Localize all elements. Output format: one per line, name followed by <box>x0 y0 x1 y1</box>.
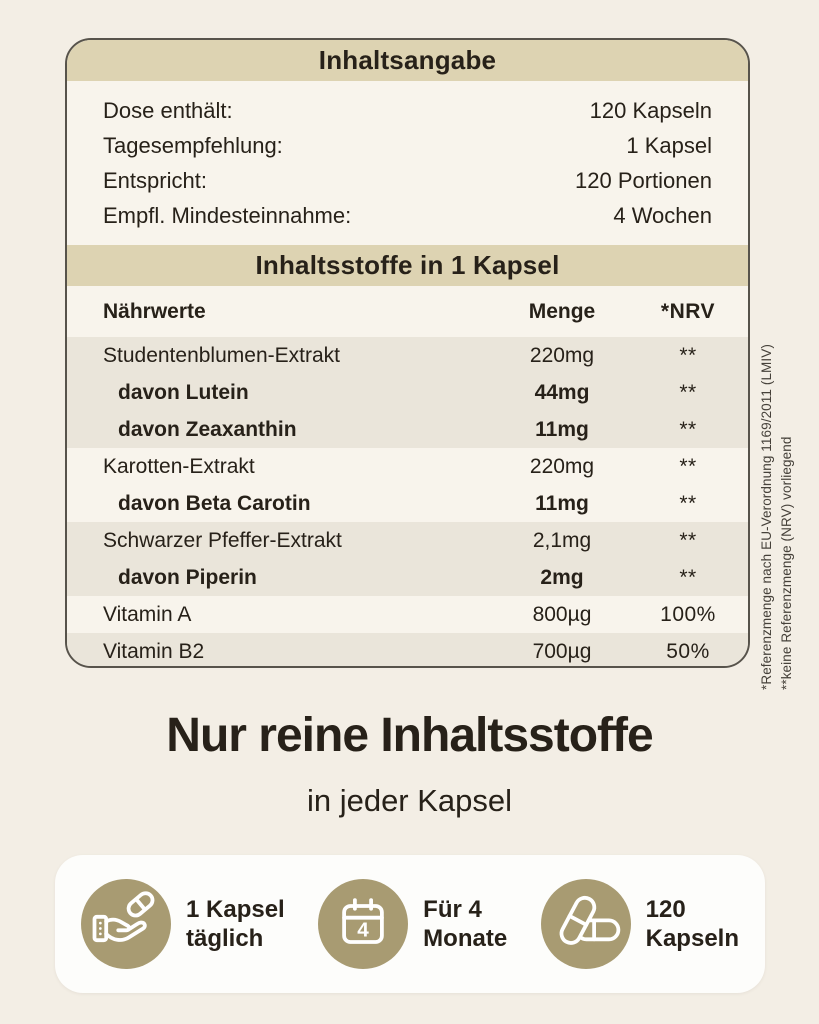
nutrient-amount: 11mg <box>535 491 589 515</box>
nutrient-name: Vitamin A <box>103 602 192 626</box>
facts-panel: Inhaltsangabe Dose enthält: 120 Kapseln Ta… <box>65 38 750 668</box>
info-label: Empfl. Mindesteinnahme: <box>103 202 352 228</box>
nutrient-nrv: ** <box>679 454 697 478</box>
nutrient-nrv: ** <box>679 380 697 404</box>
nutrient-nrv: ** <box>679 417 697 441</box>
nutrient-amount: 2mg <box>540 565 584 589</box>
nutrient-nrv: 100% <box>660 602 716 626</box>
footnote-reference: *Referenzmenge nach EU-Verordnung 1169/2… <box>759 344 774 690</box>
info-value: 120 Kapseln <box>589 97 712 123</box>
nutrient-name: Karotten-Extrakt <box>103 454 255 478</box>
benefit-daily-dose: 1 Kapsel täglich <box>81 879 285 969</box>
table-row: davon Lutein 44mg ** <box>67 374 748 411</box>
nutrient-amount: 700µg <box>532 639 592 663</box>
table-row: davon Zeaxanthin 11mg ** <box>67 411 748 448</box>
footnotes: *Referenzmenge nach EU-Verordnung 1169/2… <box>757 38 805 690</box>
nutrient-name: davon Piperin <box>118 565 257 589</box>
table-row: Karotten-Extrakt 220mg ** <box>67 448 748 485</box>
headline-subtitle: in jeder Kapsel <box>306 783 513 818</box>
table-row: Schwarzer Pfeffer-Extrakt 2,1mg ** <box>67 522 748 559</box>
nutrient-name: Schwarzer Pfeffer-Extrakt <box>103 528 342 552</box>
nutrient-name: davon Beta Carotin <box>118 491 311 515</box>
panel-title: Inhaltsangabe <box>67 40 748 81</box>
info-row: Dose enthält: 120 Kapseln <box>103 93 712 128</box>
nutrient-amount: 220mg <box>529 343 595 367</box>
nutrient-amount: 2,1mg <box>532 528 592 552</box>
info-value: 1 Kapsel <box>626 132 712 158</box>
benefit-count: 120 Kapseln <box>540 879 739 969</box>
table-header-row: Nährwerte Menge *NRV <box>67 286 748 337</box>
info-label: Entspricht: <box>103 167 207 193</box>
info-value: 120 Portionen <box>575 167 712 193</box>
benefits-card: 1 Kapsel täglich 4 Für 4 Monate <box>55 855 765 993</box>
benefit-label: 1 Kapsel täglich <box>186 896 285 952</box>
column-header-nutrients: Nährwerte <box>103 299 206 323</box>
nutrient-amount: 44mg <box>534 380 590 404</box>
nutrient-amount: 11mg <box>535 417 589 441</box>
nutrient-name: Vitamin B2 <box>103 639 205 663</box>
column-header-amount: Menge <box>528 299 596 323</box>
info-row: Empfl. Mindesteinnahme: 4 Wochen <box>103 198 712 233</box>
nutrient-nrv: ** <box>679 491 697 515</box>
nutrient-nrv: ** <box>679 528 697 552</box>
table-row: davon Piperin 2mg ** <box>67 559 748 596</box>
footnote-no-nrv: **keine Referenzmenge (NRV) vorliegend <box>779 436 794 690</box>
panel-subtitle: Inhaltsstoffe in 1 Kapsel <box>67 245 748 286</box>
nutrient-nrv: 50% <box>666 639 710 663</box>
nutrient-nrv: ** <box>679 565 697 589</box>
calendar-number: 4 <box>357 919 369 942</box>
headline-title: Nur reine Inhaltsstoffe <box>166 709 653 762</box>
info-value: 4 Wochen <box>613 202 712 228</box>
benefit-label: 120 Kapseln <box>645 896 739 952</box>
benefit-duration: 4 Für 4 Monate <box>318 879 507 969</box>
table-row: davon Beta Carotin 11mg ** <box>67 485 748 522</box>
table-row: Vitamin B2 700µg 50% <box>67 633 748 666</box>
benefit-label: Für 4 Monate <box>423 896 508 952</box>
nutrients-table: Studentenblumen-Extrakt 220mg ** davon Lute… <box>67 337 748 666</box>
column-header-nrv: *NRV <box>660 299 716 323</box>
nutrient-name: davon Zeaxanthin <box>118 417 297 441</box>
nutrient-amount: 800µg <box>532 602 592 626</box>
nutrient-name: davon Lutein <box>118 380 249 404</box>
info-row: Entspricht: 120 Portionen <box>103 163 712 198</box>
dose-info-section: Dose enthält: 120 Kapseln Tagesempfehlung:… <box>67 81 748 245</box>
nutrient-nrv: ** <box>679 343 697 367</box>
table-row: Studentenblumen-Extrakt 220mg ** <box>67 337 748 374</box>
info-label: Dose enthält: <box>103 97 233 123</box>
nutrient-amount: 220mg <box>529 454 595 478</box>
info-row: Tagesempfehlung: 1 Kapsel <box>103 128 712 163</box>
capsules-icon <box>540 879 631 969</box>
nutrient-name: Studentenblumen-Extrakt <box>103 343 340 367</box>
calendar-icon: 4 <box>318 879 409 969</box>
table-row: Vitamin A 800µg 100% <box>67 596 748 633</box>
info-label: Tagesempfehlung: <box>103 132 283 158</box>
hand-capsule-icon <box>81 879 171 969</box>
